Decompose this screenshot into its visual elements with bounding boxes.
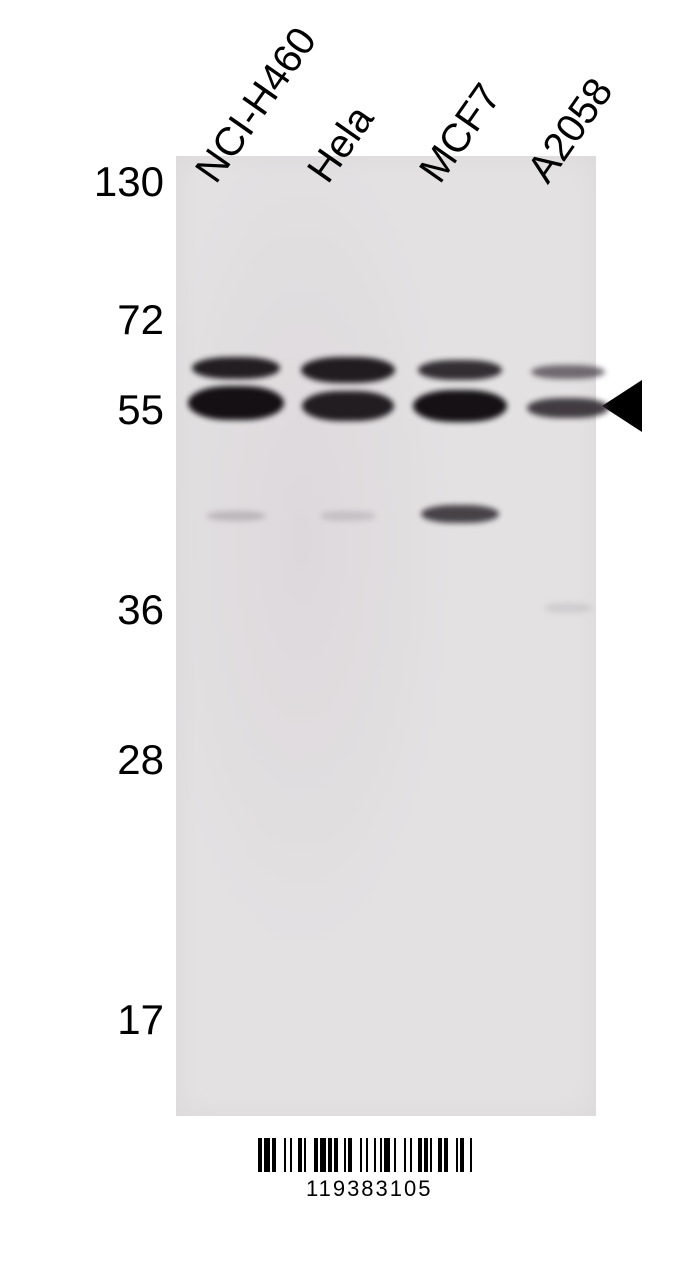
blot-band [418,360,502,380]
barcode-bar [448,1138,456,1172]
mw-marker: 28 [54,736,164,784]
blot-membrane [176,156,596,1116]
blot-band [413,390,507,422]
blot-band [531,365,605,379]
blot-band [206,511,266,521]
blot-band [188,386,284,420]
mw-marker: 130 [54,158,164,206]
blot-band [527,398,609,418]
mw-marker: 36 [54,586,164,634]
blot-band [192,357,280,379]
barcode-bar [276,1138,284,1172]
barcode-bar [306,1138,314,1172]
barcode-bar [472,1138,476,1172]
blot-band [302,391,394,421]
mw-marker: 72 [54,296,164,344]
barcode-bar [352,1138,360,1172]
barcode-number: 119383105 [306,1176,433,1202]
blot-band [301,357,395,383]
barcode [258,1138,488,1172]
figure-frame: 1307255362817 NCI-H460HelaMCF7A2058 1193… [48,48,648,1232]
blot-band [320,511,376,521]
blot-band [544,603,592,613]
blot-band [421,505,499,523]
mw-marker: 55 [54,386,164,434]
barcode-bar [396,1138,404,1172]
mw-marker: 17 [54,996,164,1044]
